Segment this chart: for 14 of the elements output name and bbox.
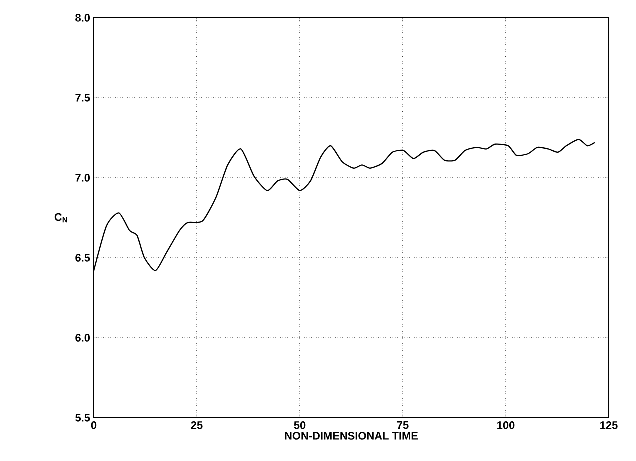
y-tick-label: 6.5 bbox=[76, 254, 90, 262]
x-tick-label: 0 bbox=[91, 422, 97, 430]
y-tick-label: 7.5 bbox=[76, 94, 90, 102]
x-tick-label: 75 bbox=[397, 422, 409, 430]
x-axis-title: NON-DIMENSIONAL TIME bbox=[285, 432, 418, 440]
x-tick-label: 125 bbox=[600, 422, 618, 430]
y-tick-label: 7.0 bbox=[76, 174, 90, 182]
x-tick-label: 100 bbox=[498, 422, 515, 430]
x-tick-label: 25 bbox=[191, 422, 203, 430]
y-axis-title: C$_{N}$ bbox=[54, 213, 68, 223]
y-tick-label: 6.0 bbox=[76, 334, 90, 342]
y-tick-label: 5.5 bbox=[76, 414, 90, 422]
x-tick-label: 50 bbox=[294, 422, 306, 430]
y-tick-label: 8.0 bbox=[76, 14, 90, 22]
